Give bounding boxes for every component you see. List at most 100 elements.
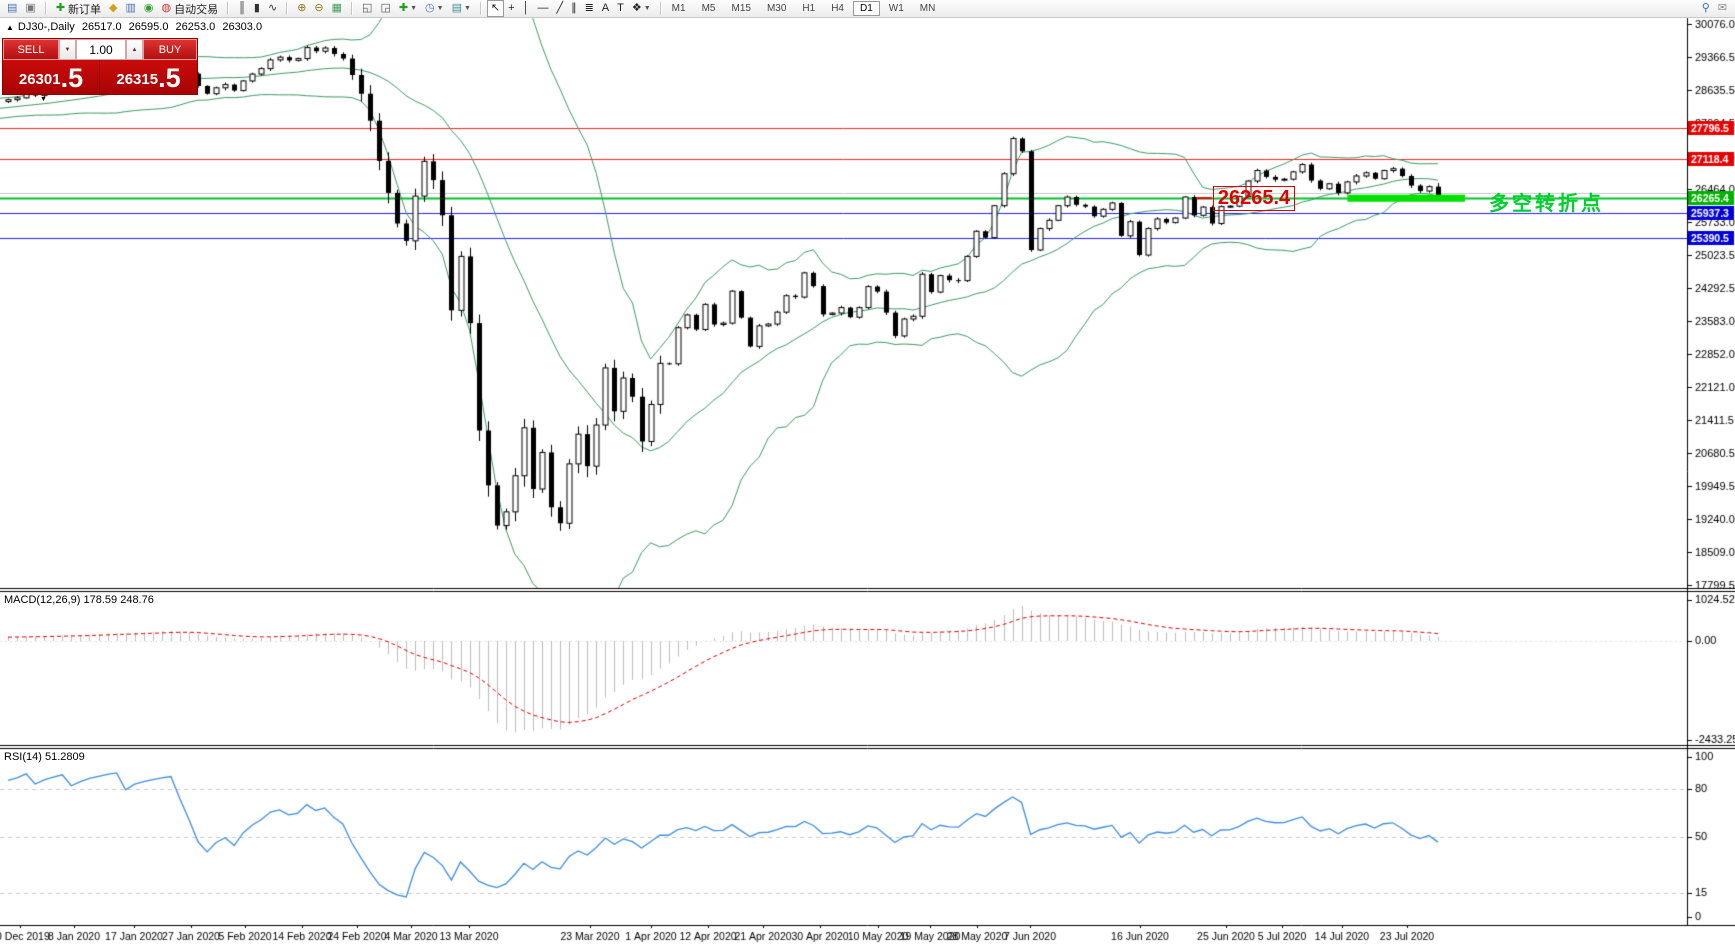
fibonacci-icon: ≣ [584,2,594,14]
tile-windows-icon: ▦ [331,2,343,14]
panel-collapse-icon[interactable]: ▼ [40,96,47,103]
market-watch-button[interactable]: ▤ [3,0,21,17]
candle-mode-icon: ▮ [253,2,260,14]
period-clock-icon: ◷ [425,2,435,14]
price-level-flag[interactable]: 26265.4 [1213,186,1295,211]
equidistant-channel-button[interactable]: ∥ [567,0,581,17]
market-watch-icon: ▤ [7,2,18,14]
macd-label: MACD(12,26,9) 178.59 248.76 [4,594,154,606]
period-clock-button[interactable]: ◷ ▼ [421,0,448,17]
autotrading-button[interactable]: ◍ 自动交易 [158,0,223,17]
chat-button[interactable]: ✉ [1714,0,1731,17]
indicator-window-2-button[interactable]: ◲ [376,0,394,17]
crosshair-button[interactable]: + [504,0,518,17]
add-indicator-dropdown-icon[interactable]: ▼ [410,5,418,12]
chat-icon: ✉ [1717,2,1727,14]
templates-button[interactable]: ▤ ▼ [448,0,475,17]
bar-chart-mode-icon: ║ [238,2,246,14]
timeframe-h1-button[interactable]: H1 [802,3,816,14]
text-label-button[interactable]: T [613,0,628,17]
toolbar-separator [659,2,662,15]
macd-value-signal: 248.76 [120,594,154,606]
symbol-marker-icon: ▲ [6,23,14,32]
volume-input[interactable]: 1.00 [76,39,126,60]
zoom-out-icon: ⊖ [314,2,324,14]
timeframe-m5-button[interactable]: M5 [701,3,716,14]
text-button[interactable]: A [598,0,613,17]
toolbar-separator [479,2,482,15]
text-icon: A [601,2,610,14]
period-clock-dropdown-icon[interactable]: ▼ [436,5,444,12]
new-order-button[interactable]: ✚ 新订单 [52,0,105,17]
search-icon: ⚲ [1701,2,1710,14]
arrows-button[interactable]: ❖ ▼ [628,0,655,17]
terminal-button[interactable]: ▥ [122,0,140,17]
autotrading-label: 自动交易 [174,3,219,16]
macd-value-main: 178.59 [83,594,118,606]
toolbar-group: ◱ ◲ ✚ ▼ ◷ ▼ ▤ ▼ [355,0,478,17]
chart-preview-icon: ▣ [25,2,36,14]
toolbar-group: ║ ▮ ∿ [231,0,284,17]
zoom-in-icon: ⊕ [297,2,307,14]
toolbar-separator [227,2,230,15]
toolbar-separator [44,2,47,15]
line-mode-button[interactable]: ∿ [264,0,281,17]
add-indicator-button[interactable]: ✚ ▼ [395,0,421,17]
timeframe-m30-button[interactable]: M30 [766,3,787,14]
volume-up-button[interactable]: ▲ [126,39,143,60]
arrows-dropdown-icon[interactable]: ▼ [643,5,651,12]
timeframe-d1-button[interactable]: D1 [852,1,880,16]
horizontal-line-button[interactable]: — [533,0,552,17]
buy-price-frac: .5 [158,63,181,93]
search-button[interactable]: ⚲ [1698,0,1714,17]
sell-price-main: 26301 [18,71,61,88]
new-order-label: 新订单 [68,3,102,16]
trendline-button[interactable]: ╱ [552,0,567,17]
fibonacci-button[interactable]: ≣ [581,0,598,17]
buy-price-main: 26315 [116,71,159,88]
rsi-label: RSI(14) 51.2809 [4,751,85,763]
ohlc-open: 26517.0 [81,21,122,33]
candle-mode-button[interactable]: ▮ [250,0,264,17]
cursor-icon: ↖ [490,2,501,14]
toolbar-separator [286,2,289,15]
timeframe-mn-button[interactable]: MN [919,3,936,14]
mql-editor-icon: ◆ [109,2,118,14]
mql-editor-button[interactable]: ◆ [105,0,121,17]
turning-point-annotation[interactable]: 多空转折点 [1489,193,1604,215]
signals-button[interactable]: ◉ [140,0,158,17]
buy-button[interactable]: BUY [143,39,197,60]
toolbar-group: ⊕ ⊖ ▦ [290,0,349,17]
bar-chart-mode-button[interactable]: ║ [234,0,250,17]
vertical-line-button[interactable]: │ [519,0,534,17]
chart-preview-button[interactable]: ▣ [21,0,39,17]
templates-dropdown-icon[interactable]: ▼ [463,5,471,12]
toolbar-separator [351,2,354,15]
toolbar-group: ▤ ▣ [0,0,43,17]
timeframe-m1-button[interactable]: M1 [671,3,686,14]
indicator-window-icon: ◱ [362,2,373,14]
horizontal-line-icon: — [537,2,549,14]
cursor-button[interactable]: ↖ [486,0,505,17]
templates-icon: ▤ [451,2,462,14]
timeframe-w1-button[interactable]: W1 [888,3,904,14]
add-indicator-icon: ✚ [398,2,409,14]
timeframe-m15-button[interactable]: M15 [731,3,751,14]
line-mode-icon: ∿ [267,2,278,14]
zoom-out-button[interactable]: ⊖ [310,0,327,17]
sell-button[interactable]: SELL [3,39,59,60]
buy-price[interactable]: 26315.5 [100,60,197,94]
sell-price[interactable]: 26301.5 [3,60,100,94]
indicator-window-button[interactable]: ◱ [358,0,376,17]
symbol-period-label: DJ30-,Daily [17,21,75,33]
zoom-in-button[interactable]: ⊕ [293,0,310,17]
toolbar-group: ↖ + │ — ╱ ∥ ≣ A T ❖ ▼ [484,0,658,17]
crosshair-icon: + [508,2,515,14]
tile-windows-button[interactable]: ▦ [328,0,346,17]
one-click-trading-panel: SELL ▼ 1.00 ▲ BUY 26301.5 26315.5 [2,38,198,95]
timeframe-h4-button[interactable]: H4 [831,3,844,14]
volume-down-button[interactable]: ▼ [59,39,76,60]
autotrading-icon: ◍ [161,2,172,14]
